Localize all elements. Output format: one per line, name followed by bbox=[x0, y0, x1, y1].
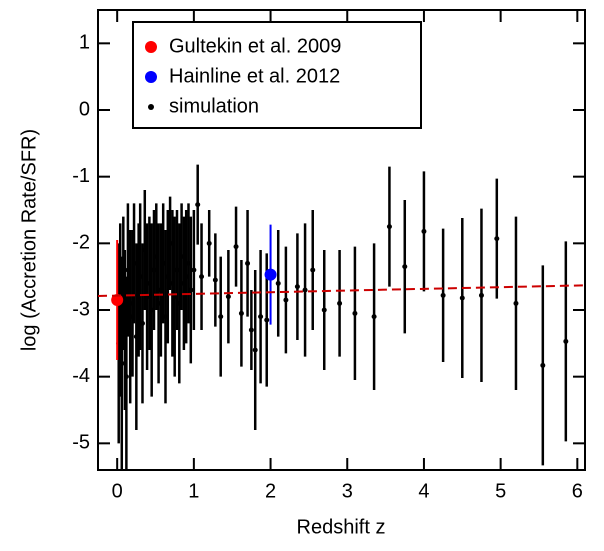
point bbox=[252, 347, 258, 353]
legend-marker bbox=[148, 104, 154, 110]
legend-marker bbox=[145, 41, 157, 53]
point bbox=[119, 360, 125, 366]
x-axis-label: Redshift z bbox=[297, 516, 386, 538]
point bbox=[139, 320, 145, 326]
point bbox=[188, 287, 194, 293]
y-tick-label: 0 bbox=[79, 98, 90, 120]
point bbox=[248, 327, 254, 333]
y-tick-label: -4 bbox=[72, 365, 90, 387]
legend-label: simulation bbox=[169, 95, 259, 117]
point bbox=[275, 280, 281, 286]
point bbox=[421, 228, 427, 234]
point bbox=[191, 267, 197, 273]
point bbox=[245, 260, 251, 266]
point bbox=[310, 267, 316, 273]
point bbox=[199, 274, 205, 280]
point bbox=[238, 310, 244, 316]
legend-box bbox=[132, 21, 422, 129]
point bbox=[212, 277, 218, 283]
x-tick-label: 3 bbox=[342, 480, 353, 502]
point bbox=[563, 338, 569, 344]
x-tick-label: 1 bbox=[188, 480, 199, 502]
point bbox=[206, 240, 212, 246]
point bbox=[258, 314, 264, 320]
point bbox=[386, 224, 392, 230]
x-tick-label: 5 bbox=[495, 480, 506, 502]
point bbox=[321, 307, 327, 313]
point bbox=[283, 297, 289, 303]
point bbox=[225, 294, 231, 300]
legend-marker bbox=[145, 71, 157, 83]
y-tick-label: -2 bbox=[72, 232, 90, 254]
x-tick-label: 6 bbox=[572, 480, 583, 502]
point bbox=[513, 300, 519, 306]
y-axis-label: log (Accretion Rate/SFR) bbox=[18, 129, 40, 351]
point bbox=[302, 287, 308, 293]
plot-frame bbox=[97, 9, 586, 471]
y-tick-label: -1 bbox=[72, 165, 90, 187]
point bbox=[218, 314, 224, 320]
x-tick-label: 4 bbox=[418, 480, 429, 502]
point bbox=[111, 294, 124, 306]
point bbox=[264, 268, 277, 281]
x-tick-label: 0 bbox=[112, 480, 123, 502]
x-tick-label: 2 bbox=[265, 480, 276, 502]
y-tick-label: -5 bbox=[72, 432, 90, 454]
point bbox=[402, 264, 408, 270]
point bbox=[123, 374, 129, 380]
point bbox=[294, 284, 300, 290]
point bbox=[540, 362, 546, 368]
point bbox=[371, 314, 377, 320]
point bbox=[494, 236, 500, 242]
fit-line bbox=[97, 284, 586, 297]
point bbox=[440, 292, 446, 298]
point bbox=[352, 310, 358, 316]
point bbox=[264, 317, 270, 323]
point bbox=[337, 300, 343, 306]
y-tick-label: 1 bbox=[79, 32, 90, 54]
point bbox=[195, 202, 201, 208]
y-tick-label: -3 bbox=[72, 298, 90, 320]
legend-label: Gultekin et al. 2009 bbox=[169, 35, 341, 57]
point bbox=[233, 244, 239, 250]
legend-label: Hainline et al. 2012 bbox=[169, 65, 340, 87]
point bbox=[478, 292, 484, 298]
point bbox=[459, 295, 465, 301]
